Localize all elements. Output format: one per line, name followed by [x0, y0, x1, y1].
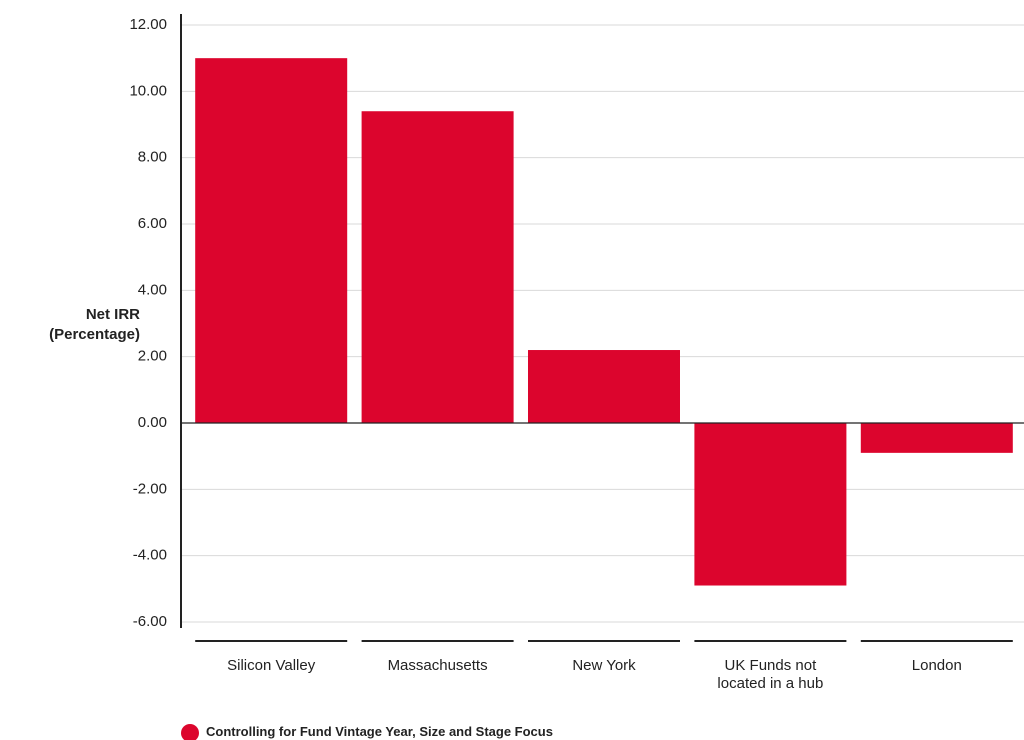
bar	[528, 350, 680, 423]
x-tick-label: London	[911, 657, 962, 674]
y-axis-label: Net IRR (Percentage)	[49, 306, 140, 343]
x-tick-label: New York	[572, 657, 636, 674]
y-tick-label: 8.00	[138, 149, 167, 166]
legend-marker	[181, 724, 199, 740]
y-tick-label: -4.00	[133, 547, 167, 564]
y-tick-label: 0.00	[138, 414, 167, 431]
x-tick-label: Silicon Valley	[227, 657, 316, 674]
x-tick-label: UK Funds not located in a hub	[717, 657, 824, 692]
bar	[860, 423, 1013, 453]
bar	[361, 111, 514, 423]
bar	[195, 58, 348, 424]
y-tick-label: 6.00	[138, 215, 167, 232]
y-tick-label: 2.00	[138, 348, 167, 365]
x-tick-label: Massachusetts	[387, 657, 488, 674]
bar	[694, 423, 847, 586]
y-tick-label: 10.00	[129, 82, 167, 99]
y-tick-label: -2.00	[133, 480, 167, 497]
y-tick-label: 4.00	[138, 281, 167, 298]
legend-label: Controlling for Fund Vintage Year, Size …	[206, 724, 553, 739]
y-tick-label: -6.00	[133, 613, 167, 630]
y-tick-label: 12.00	[129, 16, 167, 33]
